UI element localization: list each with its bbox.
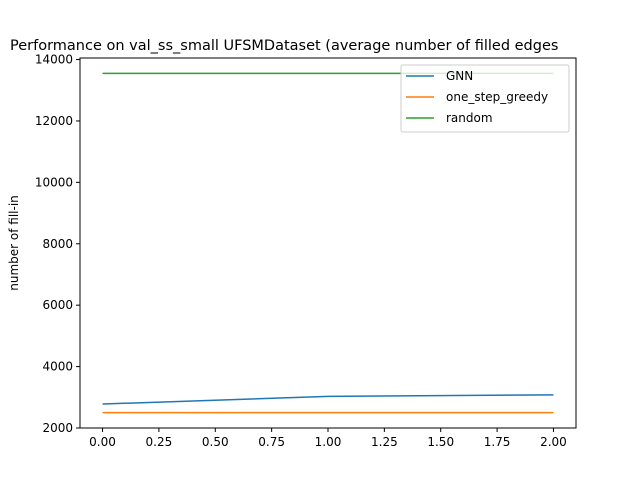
- x-tick-label: 1.75: [484, 435, 511, 449]
- y-tick-label: 10000: [35, 175, 73, 189]
- y-axis-label: number of fill-in: [7, 195, 21, 291]
- x-tick-label: 1.00: [315, 435, 342, 449]
- y-tick-label: 8000: [42, 237, 73, 251]
- x-tick-label: 1.50: [427, 435, 454, 449]
- legend-label-one-step-greedy: one_step_greedy: [446, 90, 548, 104]
- y-axis: 2000 4000 6000 8000 10000 12000 14000: [35, 53, 80, 435]
- x-tick-label: 0.50: [202, 435, 229, 449]
- y-tick-label: 4000: [42, 360, 73, 374]
- y-tick-label: 14000: [35, 53, 73, 67]
- x-tick-label: 0.25: [146, 435, 173, 449]
- y-tick-label: 6000: [42, 298, 73, 312]
- x-tick-label: 0.00: [89, 435, 116, 449]
- y-tick-label: 2000: [42, 421, 73, 435]
- series-line-gnn: [102, 394, 554, 405]
- x-tick-label: 1.25: [371, 435, 398, 449]
- legend-label-random: random: [446, 111, 493, 125]
- x-tick-label: 2.00: [540, 435, 567, 449]
- legend-label-gnn: GNN: [446, 69, 473, 83]
- x-tick-label: 0.75: [258, 435, 285, 449]
- chart-title: Performance on val_ss_small UFSMDataset …: [10, 38, 558, 54]
- legend-box: [400, 64, 570, 133]
- y-tick-label: 12000: [35, 114, 73, 128]
- x-axis: 0.00 0.25 0.50 0.75 1.00 1.25 1.50 1.75 2.00: [89, 428, 567, 449]
